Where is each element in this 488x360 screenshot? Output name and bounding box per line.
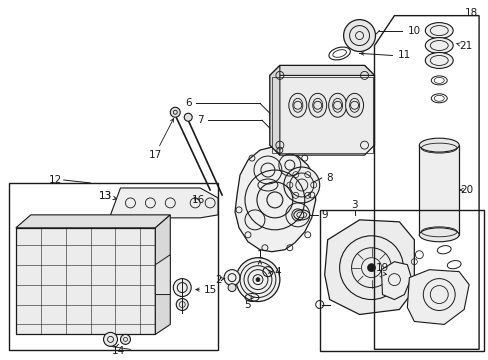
Text: 13: 13 bbox=[99, 191, 112, 201]
Circle shape bbox=[103, 332, 117, 346]
Circle shape bbox=[176, 298, 188, 310]
Text: 20: 20 bbox=[460, 185, 473, 195]
Text: 2: 2 bbox=[214, 275, 221, 285]
Text: 11: 11 bbox=[397, 50, 410, 60]
Text: 21: 21 bbox=[459, 41, 472, 50]
Polygon shape bbox=[324, 220, 413, 315]
Ellipse shape bbox=[425, 23, 452, 39]
Polygon shape bbox=[381, 262, 410, 300]
Bar bbox=[419, 145, 458, 235]
Polygon shape bbox=[235, 147, 315, 252]
Text: 17: 17 bbox=[148, 150, 162, 160]
Bar bbox=[9, 183, 218, 350]
Text: 7: 7 bbox=[197, 115, 203, 125]
Ellipse shape bbox=[308, 93, 326, 117]
Bar bbox=[271, 77, 372, 153]
Text: 5: 5 bbox=[244, 300, 251, 310]
Circle shape bbox=[170, 107, 180, 117]
Text: 10: 10 bbox=[407, 26, 420, 36]
Polygon shape bbox=[407, 270, 468, 324]
Circle shape bbox=[184, 113, 192, 121]
Text: 18: 18 bbox=[464, 8, 477, 18]
Ellipse shape bbox=[328, 93, 346, 117]
Text: 19: 19 bbox=[375, 263, 388, 273]
Text: 12: 12 bbox=[49, 175, 62, 185]
Text: 14: 14 bbox=[112, 346, 125, 356]
Polygon shape bbox=[155, 215, 170, 334]
Circle shape bbox=[343, 20, 375, 51]
Text: 1: 1 bbox=[256, 250, 263, 260]
Circle shape bbox=[236, 258, 279, 302]
Ellipse shape bbox=[419, 138, 458, 152]
Bar bbox=[319, 210, 483, 351]
Circle shape bbox=[283, 167, 319, 203]
Ellipse shape bbox=[345, 93, 363, 117]
Polygon shape bbox=[16, 215, 170, 228]
Text: 15: 15 bbox=[203, 284, 216, 294]
Circle shape bbox=[120, 334, 130, 345]
Ellipse shape bbox=[419, 228, 458, 242]
Polygon shape bbox=[110, 188, 218, 225]
Polygon shape bbox=[269, 66, 279, 155]
Circle shape bbox=[173, 279, 191, 297]
Circle shape bbox=[255, 278, 260, 282]
Text: 13: 13 bbox=[99, 191, 112, 201]
Circle shape bbox=[227, 284, 236, 292]
Circle shape bbox=[367, 264, 375, 272]
Ellipse shape bbox=[425, 37, 452, 54]
Text: 8: 8 bbox=[325, 173, 332, 183]
Polygon shape bbox=[155, 255, 170, 294]
Text: 6: 6 bbox=[184, 98, 191, 108]
Polygon shape bbox=[16, 228, 155, 334]
Circle shape bbox=[224, 270, 240, 285]
Ellipse shape bbox=[425, 53, 452, 68]
Polygon shape bbox=[269, 66, 374, 75]
Text: 4: 4 bbox=[274, 267, 281, 276]
Text: 9: 9 bbox=[321, 210, 327, 220]
Ellipse shape bbox=[288, 93, 306, 117]
Text: 16: 16 bbox=[191, 195, 204, 205]
Text: 3: 3 bbox=[350, 200, 357, 210]
Polygon shape bbox=[269, 66, 374, 155]
